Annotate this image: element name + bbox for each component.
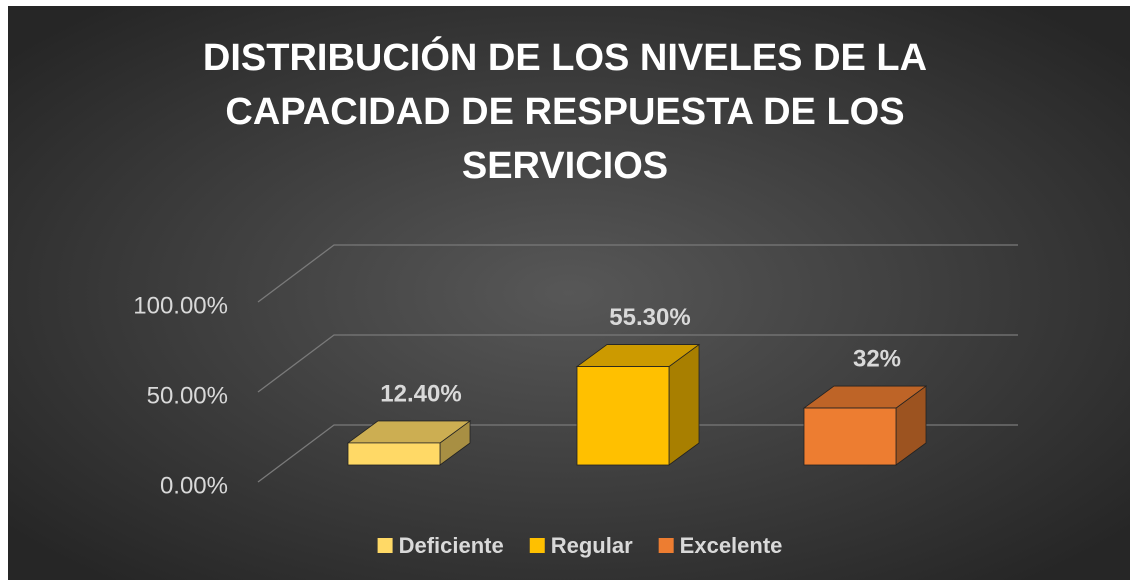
data-label: 55.30% — [609, 304, 690, 331]
legend-swatch — [529, 538, 545, 553]
legend-item: Deficiente — [377, 533, 504, 558]
chart-background — [8, 6, 1130, 580]
chart-title: CAPACIDAD DE RESPUESTA DE LOS — [225, 91, 904, 133]
bar — [802, 385, 928, 466]
legend-swatch — [658, 538, 674, 553]
data-label: 32% — [853, 345, 901, 372]
bar-front — [576, 366, 670, 466]
legend-swatch — [377, 538, 393, 553]
bar-front — [347, 442, 441, 466]
grid-line — [257, 424, 1018, 483]
legend-item: Regular — [529, 533, 633, 558]
bar-front — [803, 407, 897, 466]
grid-line — [257, 244, 1018, 303]
y-tick-label: 0.00% — [160, 472, 228, 499]
bar — [346, 420, 472, 466]
legend-item: Excelente — [658, 533, 783, 558]
y-tick-label: 50.00% — [147, 382, 228, 409]
y-tick-label: 100.00% — [133, 292, 228, 319]
grid-line — [257, 334, 1018, 393]
data-label: 12.40% — [380, 380, 461, 407]
legend-label: Deficiente — [399, 533, 504, 558]
legend-label: Excelente — [680, 533, 783, 558]
chart-title: DISTRIBUCIÓN DE LOS NIVELES DE LA — [203, 35, 927, 79]
chart-title: SERVICIOS — [462, 145, 668, 187]
bar — [575, 343, 701, 466]
legend-label: Regular — [551, 533, 633, 558]
